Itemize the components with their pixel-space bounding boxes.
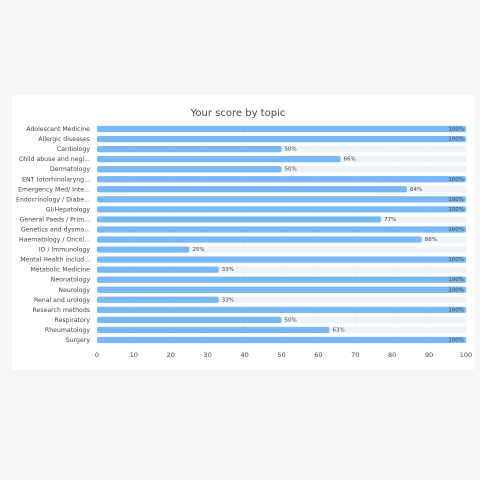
bar — [97, 196, 466, 203]
y-tick-label: Research methods — [33, 307, 90, 314]
bar — [97, 176, 466, 183]
y-tick-label: Respiratory — [55, 317, 91, 324]
y-tick-label: Metabolic Medicine — [30, 267, 90, 274]
y-tick-label: Renal and urology — [34, 297, 90, 304]
x-tick-label: 20 — [167, 351, 175, 359]
value-label: 50% — [285, 147, 297, 153]
bar — [97, 226, 466, 233]
value-label: 25% — [192, 247, 204, 253]
bar — [97, 306, 466, 313]
value-label: 100% — [448, 177, 464, 183]
x-tick-label: 80 — [388, 351, 396, 359]
bar — [97, 326, 330, 334]
x-tick-label: 30 — [204, 351, 212, 359]
x-tick-label: 10 — [130, 351, 138, 359]
value-label: 50% — [285, 167, 297, 173]
value-label: 100% — [448, 127, 464, 133]
x-tick-label: 0 — [95, 351, 99, 359]
bar — [97, 135, 466, 143]
value-label: 100% — [448, 207, 464, 213]
value-label: 100% — [448, 277, 464, 283]
y-tick-label: Genetics and dysmo... — [21, 226, 90, 233]
bar — [97, 236, 422, 243]
y-tick-label: General Paeds / Prim... — [20, 216, 90, 223]
y-tick-label: Child abuse and negl... — [19, 156, 90, 163]
value-label: 100% — [448, 337, 464, 343]
x-tick-label: 50 — [277, 351, 285, 359]
bar — [97, 256, 466, 263]
value-label: 100% — [448, 257, 464, 263]
y-tick-label: Surgery — [66, 337, 91, 344]
bar — [97, 266, 219, 273]
y-tick-label: Endocrinology / Diabe... — [16, 196, 90, 203]
bar — [97, 125, 466, 133]
bar-track — [97, 246, 466, 253]
value-label: 100% — [448, 137, 464, 143]
y-tick-label: Haematology / Oncol... — [19, 237, 90, 244]
bar — [97, 286, 466, 293]
value-label: 100% — [448, 197, 464, 203]
value-label: 77% — [384, 217, 396, 223]
value-label: 33% — [222, 267, 234, 273]
value-label: 100% — [448, 307, 464, 313]
y-tick-label: Emergency Med/ Inte... — [18, 186, 90, 193]
y-tick-label: Neonatology — [51, 277, 91, 284]
y-tick-label: GI/Hepatology — [46, 206, 91, 213]
y-tick-label: ID / Immunology — [39, 247, 91, 254]
value-label: 63% — [332, 327, 344, 333]
x-tick-label: 60 — [314, 351, 322, 359]
bar — [97, 316, 282, 324]
x-tick-label: 100 — [460, 351, 472, 359]
bar — [97, 216, 382, 223]
y-tick-label: Adolescent Medicine — [26, 126, 90, 133]
y-tick-label: Cardiology — [57, 146, 90, 153]
chart-title: Your score by topic — [190, 108, 286, 119]
y-tick-label: ENT (otorhinolaryng... — [22, 176, 90, 183]
x-tick-label: 90 — [425, 351, 433, 359]
x-tick-label: 40 — [240, 351, 248, 359]
bar — [97, 336, 466, 344]
x-tick-label: 70 — [351, 351, 359, 359]
value-label: 50% — [285, 317, 297, 323]
bar — [97, 145, 282, 153]
bar — [97, 186, 407, 193]
y-tick-label: Dermatology — [50, 166, 90, 173]
bar — [97, 156, 341, 163]
y-tick-label: Neurology — [58, 287, 90, 294]
value-label: 100% — [448, 227, 464, 233]
bar — [97, 206, 466, 213]
y-tick-label: Mental Health includ... — [20, 257, 90, 264]
value-label: 88% — [425, 237, 437, 243]
value-label: 84% — [410, 187, 422, 193]
value-label: 66% — [344, 157, 356, 163]
bar — [97, 276, 466, 283]
bar — [97, 166, 282, 173]
bar — [97, 296, 219, 303]
y-tick-label: Rheumatology — [45, 327, 90, 334]
value-label: 33% — [222, 297, 234, 303]
y-tick-label: Allergic diseases — [38, 136, 90, 143]
bar — [97, 246, 190, 253]
value-label: 100% — [448, 287, 464, 293]
